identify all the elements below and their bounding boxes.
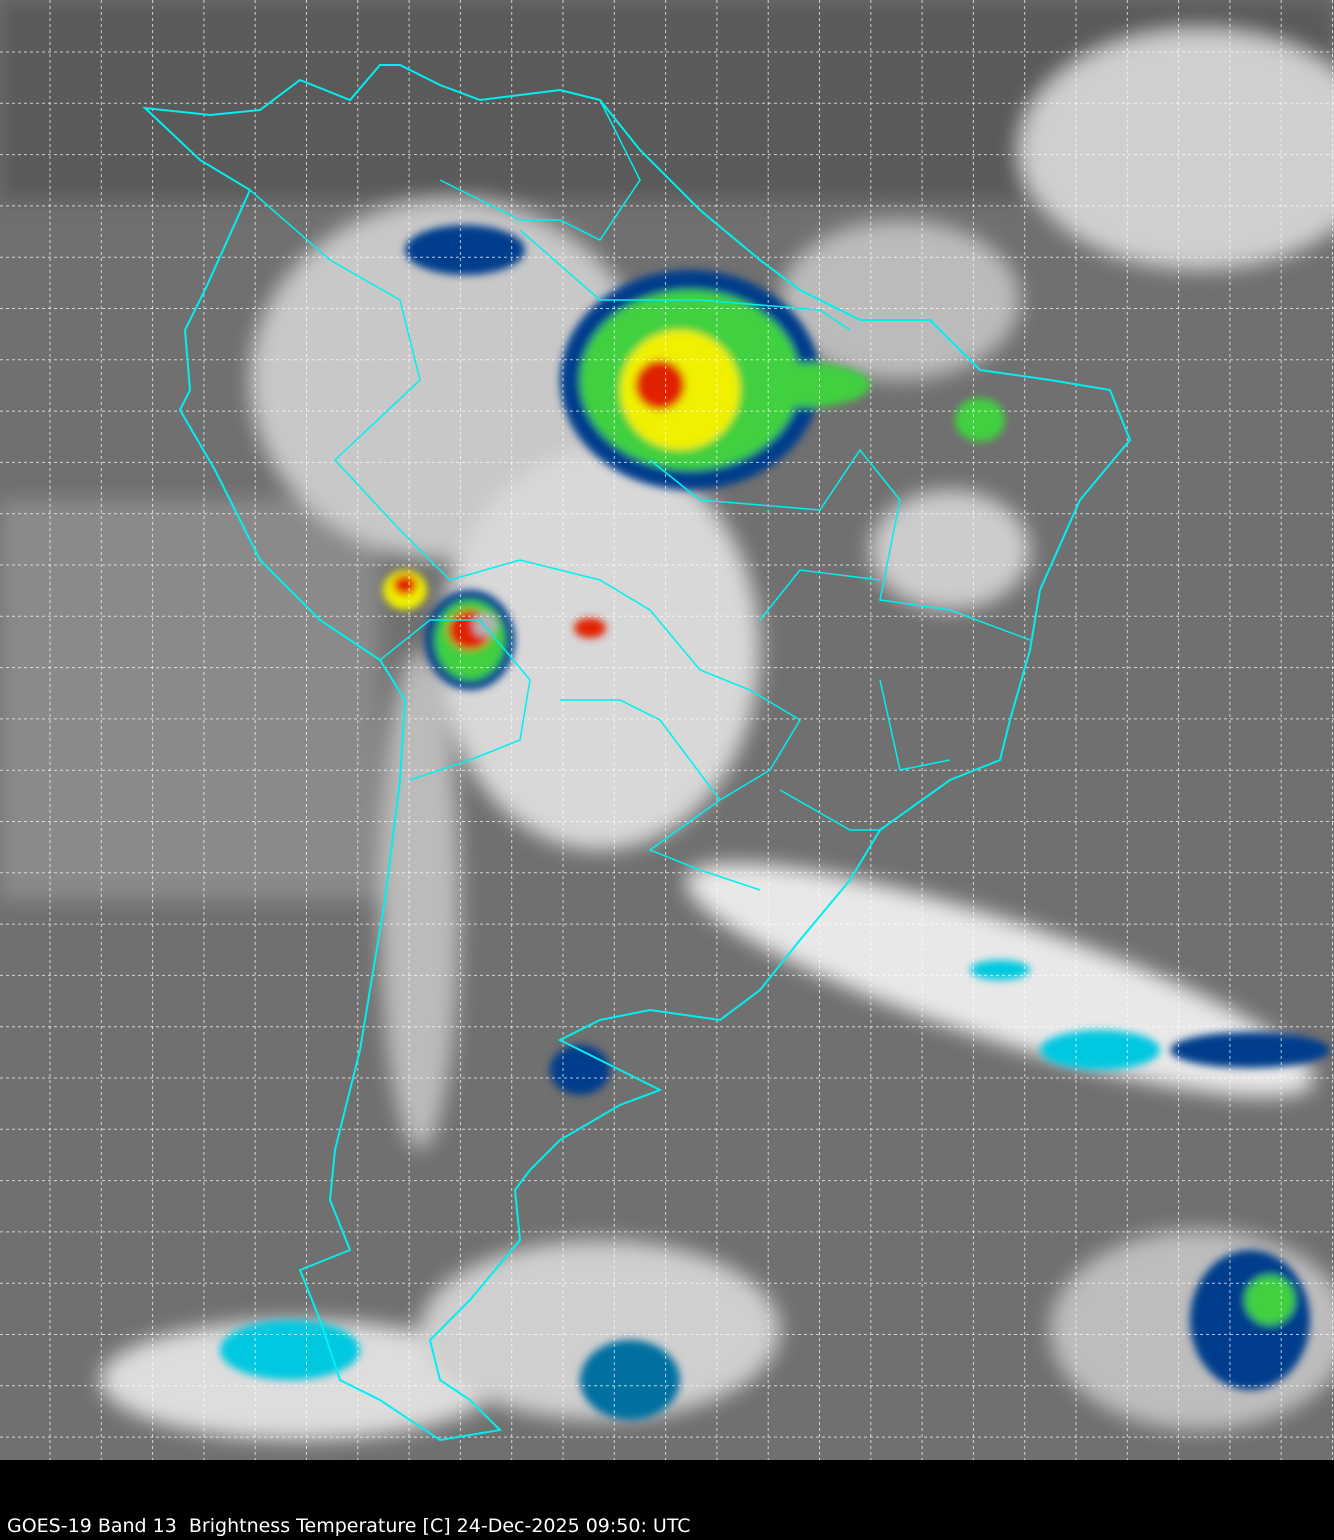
image-caption: GOES-19 Band 13 Brightness Temperature [… [7, 1515, 691, 1537]
south-america-coastline [142, 64, 1132, 1442]
lat-lon-grid [0, 0, 1334, 1460]
country-borders [249, 99, 1031, 891]
cloud-field [0, 0, 1334, 1440]
satellite-imagery [0, 0, 1334, 1460]
